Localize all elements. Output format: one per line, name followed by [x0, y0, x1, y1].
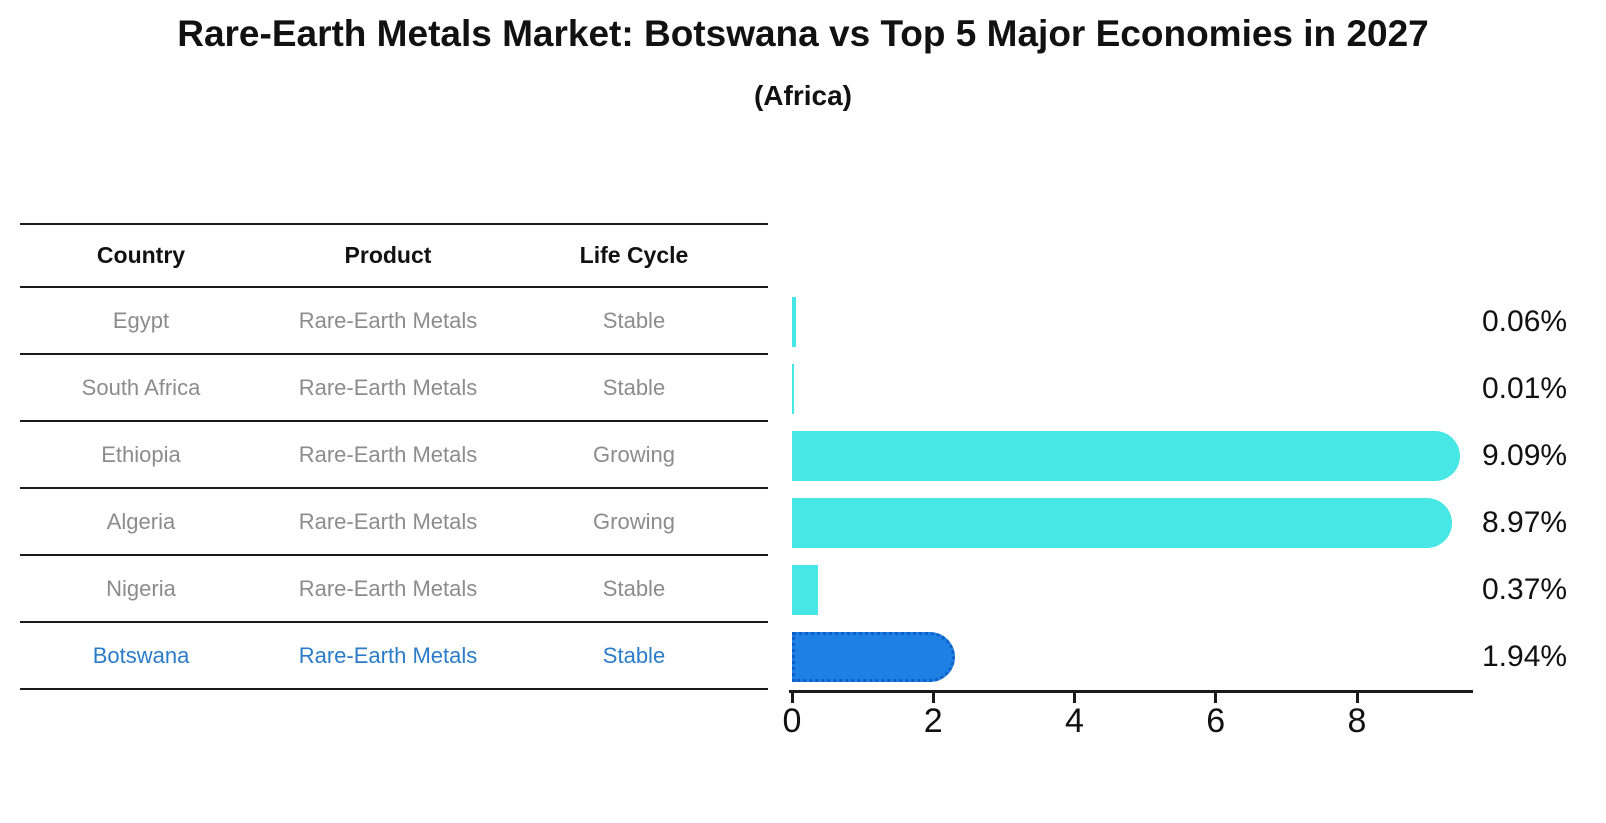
table-row-nigeria: Nigeria Rare-Earth Metals Stable: [20, 556, 768, 623]
bar-botswana: [792, 631, 955, 682]
table-row-south-africa: South Africa Rare-Earth Metals Stable: [20, 355, 768, 422]
country-cell: Egypt: [112, 307, 170, 333]
x-axis-tick: [931, 693, 935, 703]
life-cycle-cell: Growing: [593, 508, 675, 534]
table-body: Egypt Rare-Earth Metals Stable South Africa…: [20, 288, 768, 690]
x-axis-tick-label: 6: [1206, 702, 1226, 740]
table-row-botswana: Botswana Rare-Earth Metals Stable: [20, 623, 768, 690]
x-axis-tick: [790, 693, 794, 703]
bar-south-africa: [792, 363, 794, 414]
country-cell: South Africa: [81, 374, 201, 400]
life-cycle-cell: Growing: [593, 441, 675, 467]
x-axis-tick: [1073, 693, 1076, 703]
table-row-egypt: Egypt Rare-Earth Metals Stable: [20, 288, 768, 355]
column-header-country: Country: [96, 242, 186, 268]
column-header-life-cycle: Life Cycle: [579, 242, 689, 268]
bar-egypt: [792, 296, 797, 347]
country-cell: Botswana: [92, 642, 190, 668]
table-header-row: Country Product Life Cycle: [20, 223, 768, 288]
bar-ethiopia: [792, 430, 1460, 481]
product-cell: Rare-Earth Metals: [298, 642, 478, 668]
product-cell: Rare-Earth Metals: [298, 508, 478, 534]
country-cell: Algeria: [106, 508, 176, 534]
x-axis-tick: [1355, 693, 1359, 703]
value-label-south-africa: 0.01%: [1482, 371, 1568, 405]
product-cell: Rare-Earth Metals: [298, 575, 478, 601]
country-cell: Ethiopia: [101, 441, 181, 467]
x-axis-tick-label: 8: [1347, 702, 1367, 740]
life-cycle-cell: Stable: [602, 307, 666, 333]
life-cycle-cell: Stable: [602, 575, 666, 601]
life-cycle-cell: Stable: [602, 374, 666, 400]
bar-algeria: [792, 497, 1452, 548]
life-cycle-cell: Stable: [602, 642, 666, 668]
value-label-algeria: 8.97%: [1482, 505, 1568, 539]
product-cell: Rare-Earth Metals: [298, 307, 478, 333]
table-row-algeria: Algeria Rare-Earth Metals Growing: [20, 489, 768, 556]
x-axis-tick: [1214, 693, 1218, 703]
x-axis-tick-label: 0: [782, 702, 802, 740]
x-axis-line: [789, 690, 1473, 693]
x-axis-tick-label: 2: [923, 702, 943, 740]
product-cell: Rare-Earth Metals: [298, 441, 478, 467]
value-label-egypt: 0.06%: [1482, 304, 1568, 338]
value-label-nigeria: 0.37%: [1482, 572, 1568, 606]
column-header-product: Product: [344, 242, 432, 268]
country-cell: Nigeria: [106, 575, 176, 601]
country-table: Country Product Life Cycle Egypt Rare-Earth…: [20, 223, 768, 690]
chart-subtitle: (Africa): [753, 80, 852, 111]
value-label-ethiopia: 9.09%: [1482, 438, 1568, 472]
value-label-botswana: 1.94%: [1482, 639, 1568, 673]
bar-chart: 0 2 4 6 8 0.06% 0.01% 9.09% 8.97% 0.37% 1.94%: [783, 288, 1567, 740]
bar-nigeria: [792, 564, 819, 615]
chart-title: Rare-Earth Metals Market: Botswana vs To…: [177, 13, 1429, 54]
table-row-ethiopia: Ethiopia Rare-Earth Metals Growing: [20, 422, 768, 489]
x-axis-tick-label: 4: [1065, 702, 1084, 740]
product-cell: Rare-Earth Metals: [298, 374, 478, 400]
